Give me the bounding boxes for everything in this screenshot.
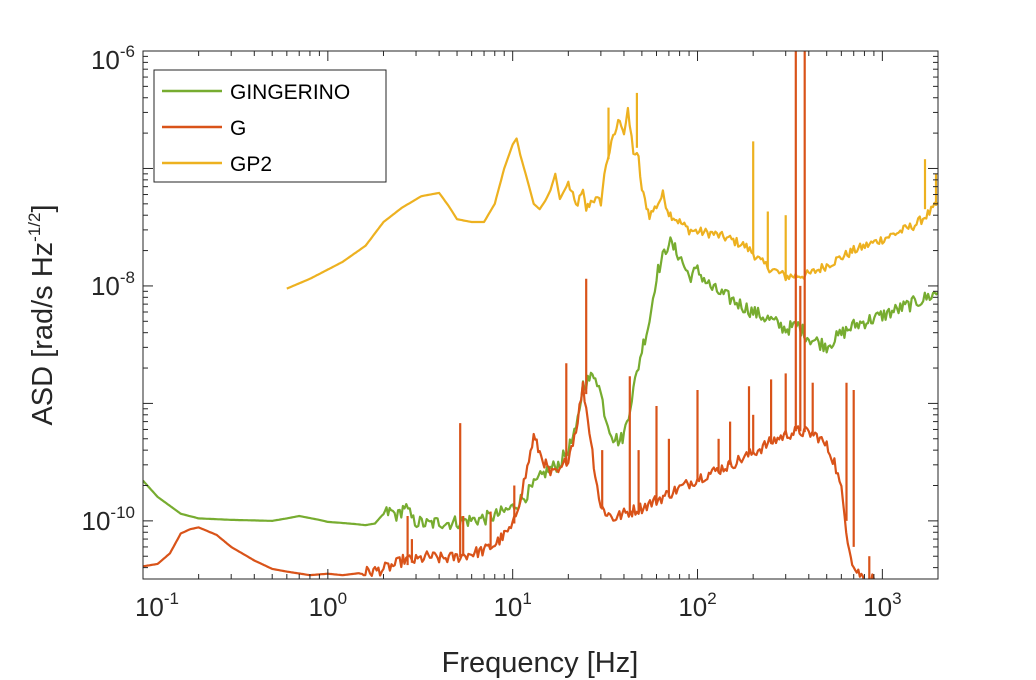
- x-tick-label-4-exp: 3: [892, 589, 901, 608]
- plot-frame: [142, 50, 939, 580]
- ticks-layer: [142, 50, 939, 579]
- legend-label-g: G: [230, 117, 246, 140]
- series-g: [143, 51, 875, 579]
- y-tick-label-0: 10-10: [82, 503, 136, 536]
- x-tick-label-3-base: 10: [678, 592, 707, 622]
- y-tick-label-0-base: 10: [82, 506, 111, 536]
- x-tick-label-2-base: 10: [493, 592, 522, 622]
- y-tick-label-1-exp: -8: [120, 268, 135, 287]
- x-tick-label-2-exp: 1: [522, 589, 531, 608]
- y-axis-title-close: ]: [27, 204, 59, 212]
- x-tick-label-4: 103: [863, 589, 901, 622]
- y-tick-label-2-exp: -6: [120, 42, 135, 61]
- y-tick-label-1-base: 10: [91, 271, 120, 301]
- y-axis-title-main: ASD [rad/s Hz: [27, 242, 59, 426]
- y-tick-label-2-base: 10: [91, 45, 120, 75]
- y-axis-title-exponent: -1/2: [25, 213, 44, 242]
- x-axis-title: Frequency [Hz]: [442, 647, 639, 679]
- y-tick-label-2: 10-6: [91, 42, 135, 75]
- legend: GINGERINO G GP2: [153, 69, 387, 183]
- series-line-g: [143, 381, 875, 579]
- y-tick-label-1: 10-8: [91, 268, 135, 301]
- x-tick-labels: 10-1 100 101 102 103: [135, 589, 902, 622]
- legend-label-gp2: GP2: [230, 153, 272, 176]
- series-line-gp2: [286, 106, 938, 290]
- series-gp2: [286, 92, 938, 290]
- x-tick-label-3-exp: 2: [707, 589, 716, 608]
- x-tick-label-1: 100: [309, 589, 347, 622]
- x-tick-label-1-base: 10: [309, 592, 338, 622]
- x-tick-label-2: 101: [493, 589, 531, 622]
- x-tick-label-4-base: 10: [863, 592, 892, 622]
- x-tick-label-0-base: 10: [135, 592, 164, 622]
- y-tick-label-0-exp: -10: [110, 503, 135, 522]
- legend-label-gingerino: GINGERINO: [230, 81, 350, 104]
- series-layer: [143, 51, 938, 579]
- y-axis-title: ASD [rad/s Hz-1/2]: [25, 204, 59, 425]
- x-tick-label-0-exp: -1: [164, 589, 179, 608]
- x-tick-label-1-exp: 0: [338, 589, 347, 608]
- x-tick-label-3: 102: [678, 589, 716, 622]
- x-tick-label-0: 10-1: [135, 589, 179, 622]
